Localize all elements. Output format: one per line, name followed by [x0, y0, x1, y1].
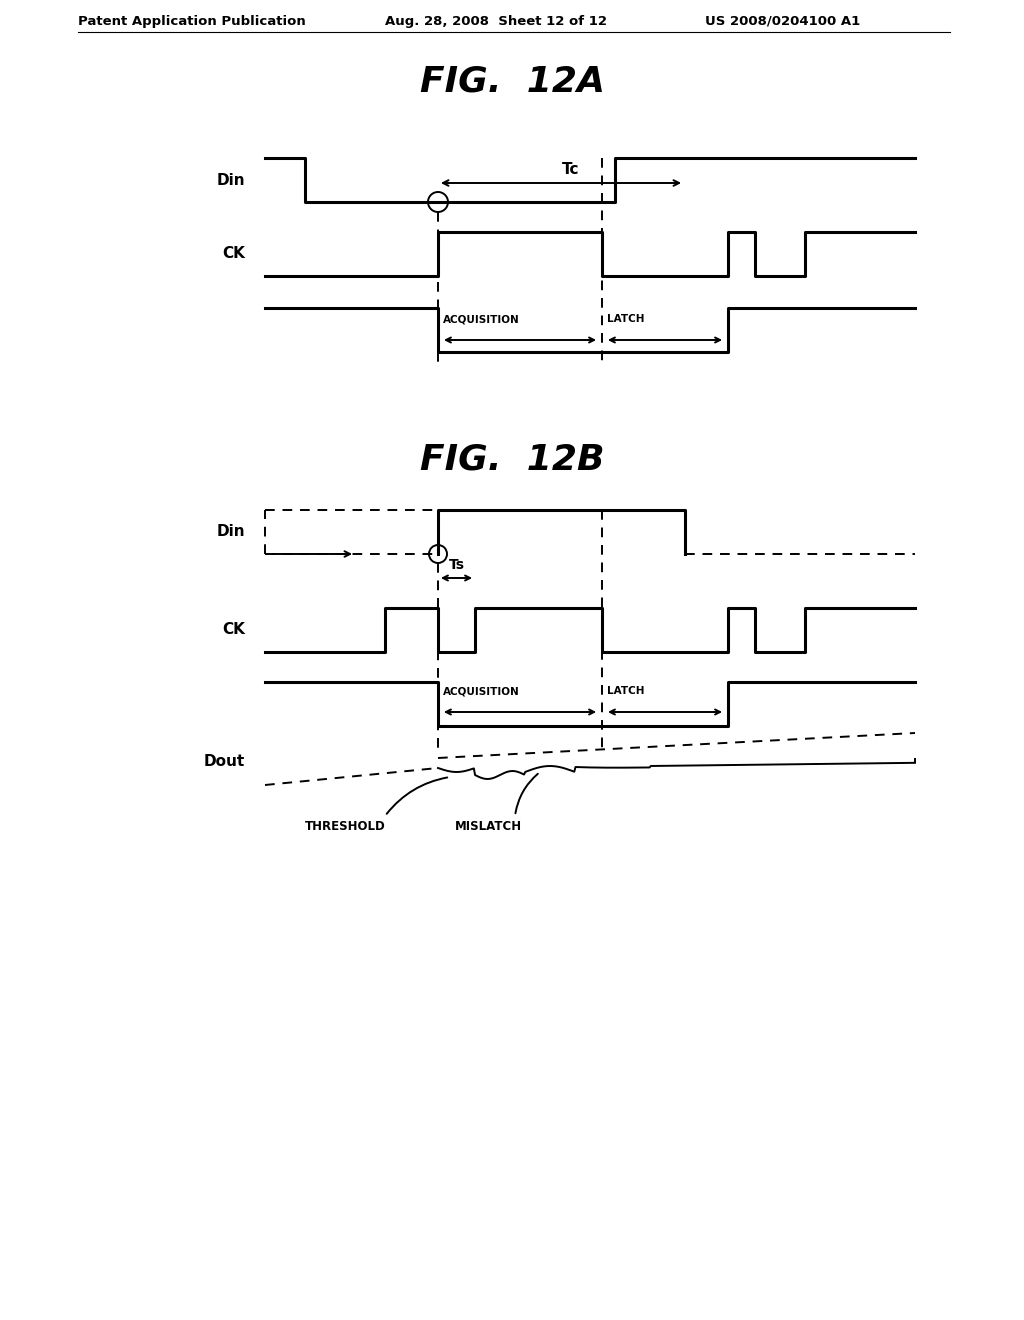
- Text: FIG.  12B: FIG. 12B: [420, 442, 604, 477]
- Text: Aug. 28, 2008  Sheet 12 of 12: Aug. 28, 2008 Sheet 12 of 12: [385, 15, 607, 28]
- Text: THRESHOLD: THRESHOLD: [305, 820, 386, 833]
- Text: MISLATCH: MISLATCH: [455, 820, 522, 833]
- Text: CK: CK: [222, 247, 245, 261]
- Text: Dout: Dout: [204, 755, 245, 770]
- Text: LATCH: LATCH: [607, 314, 644, 323]
- Text: LATCH: LATCH: [607, 686, 644, 696]
- Text: FIG.  12A: FIG. 12A: [420, 65, 604, 99]
- Text: Tc: Tc: [562, 162, 580, 177]
- Text: ACQUISITION: ACQUISITION: [443, 314, 520, 323]
- Text: CK: CK: [222, 623, 245, 638]
- Text: ACQUISITION: ACQUISITION: [443, 686, 520, 696]
- Text: Ts: Ts: [449, 558, 465, 572]
- Text: Din: Din: [216, 173, 245, 187]
- Text: Din: Din: [216, 524, 245, 540]
- Text: Patent Application Publication: Patent Application Publication: [78, 15, 306, 28]
- Text: US 2008/0204100 A1: US 2008/0204100 A1: [705, 15, 860, 28]
